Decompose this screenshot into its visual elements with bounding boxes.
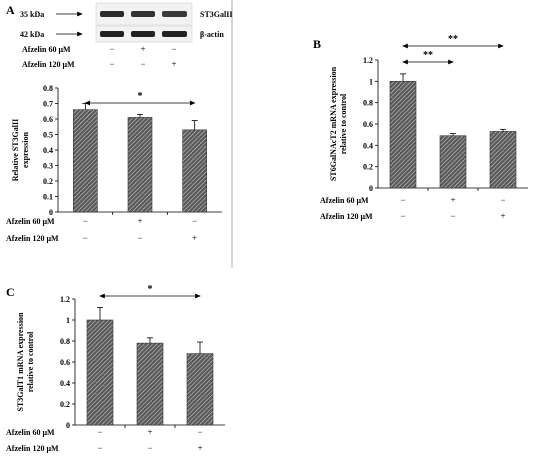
y-tick-label: 0.6: [43, 115, 53, 124]
y-tick-label: 1: [66, 316, 70, 325]
significance-label: **: [423, 50, 433, 61]
blot-treatment-120-label: Afzelin 120 μM: [22, 60, 75, 69]
treatment-label: Afzelin 60 μM: [6, 217, 55, 226]
treatment-label: Afzelin 120 μM: [6, 444, 59, 453]
bar: [73, 109, 98, 213]
treatment-label: Afzelin 120 μM: [6, 234, 59, 243]
chart-b: 0 0.2 0.4 0.6 0.8 1 1.2 ST6GalNAcT2 mRNA expres…: [320, 34, 528, 221]
treatment-sign: −: [83, 216, 88, 226]
y-tick-label: 0.8: [43, 84, 53, 93]
bar: [136, 342, 164, 426]
y-axis-label: Relative ST3GalIIexpression: [11, 119, 30, 181]
bar: [86, 319, 114, 426]
blot-sign: +: [171, 59, 176, 69]
y-tick-label: 0.8: [60, 337, 70, 346]
y-tick-label: 1.2: [363, 56, 373, 65]
chart-a: 0 0.1 0.2 0.3 0.4 0.5 0.6 0.7 0.8 Relative ST3Gal…: [6, 84, 222, 243]
treatment-sign: +: [192, 233, 197, 243]
blot-sign: −: [109, 59, 114, 69]
y-tick-label: 0: [49, 208, 53, 217]
treatment-sign: +: [500, 211, 505, 221]
blot-sign: −: [109, 44, 114, 54]
treatment-sign: +: [137, 216, 142, 226]
bar: [182, 129, 207, 213]
bar: [186, 353, 214, 426]
y-tick-label: 0.3: [43, 162, 53, 171]
blot-sign: −: [140, 59, 145, 69]
treatment-sign: +: [147, 427, 152, 437]
treatment-label: Afzelin 60 μM: [6, 428, 55, 437]
treatment-sign: −: [137, 233, 142, 243]
blot-sign: −: [171, 44, 176, 54]
significance-label: *: [148, 284, 153, 295]
y-tick-label: 1.2: [60, 295, 70, 304]
y-tick-label: 0.6: [363, 120, 373, 129]
band-actin-60: [131, 31, 155, 37]
blot-treatment-60-label: Afzelin 60 μM: [22, 45, 71, 54]
band-st3gal-120: [162, 11, 187, 17]
treatment-sign: −: [400, 195, 405, 205]
treatment-sign: −: [97, 443, 102, 453]
blot-kda-st3gal: 35 kDa: [20, 10, 44, 19]
y-tick-label: 0.2: [43, 177, 53, 186]
y-tick-label: 0.6: [60, 358, 70, 367]
treatment-sign: +: [197, 443, 202, 453]
blot-kda-actin: 42 kDa: [20, 30, 44, 39]
bar: [389, 81, 417, 189]
band-actin-control: [100, 31, 124, 37]
chart-c: 0 0.2 0.4 0.6 0.8 1 1.2 ST3GalT1 mRNA expressio…: [6, 284, 225, 453]
treatment-sign: −: [192, 216, 197, 226]
blot-sign: +: [140, 44, 145, 54]
y-tick-label: 0.5: [43, 131, 53, 140]
panel-b-label: B: [313, 37, 321, 51]
western-blot: 35 kDa ST3GalII 42 kDa β-actin Afzelin 6…: [20, 2, 232, 69]
bar: [127, 117, 153, 213]
y-tick-label: 0.4: [60, 379, 70, 388]
y-tick-label: 0: [66, 421, 70, 430]
treatment-sign: −: [450, 211, 455, 221]
y-tick-label: 0: [369, 184, 373, 193]
y-tick-label: 0.1: [43, 193, 53, 202]
band-actin-120: [162, 31, 187, 37]
bar: [439, 135, 467, 189]
y-tick-label: 0.8: [363, 99, 373, 108]
y-axis-label: ST3GalT1 mRNA expressionrelative to cont…: [16, 312, 35, 412]
treatment-label: Afzelin 60 μM: [320, 196, 369, 205]
blot-protein-st3gal: ST3GalII: [200, 10, 232, 19]
treatment-sign: −: [83, 233, 88, 243]
bar: [489, 131, 517, 189]
y-tick-label: 1: [369, 77, 373, 86]
band-st3gal-control: [100, 11, 124, 17]
treatment-sign: +: [450, 195, 455, 205]
y-tick-label: 0.2: [363, 163, 373, 172]
treatment-sign: −: [400, 211, 405, 221]
blot-protein-actin: β-actin: [200, 30, 224, 39]
panel-c-label: C: [6, 285, 15, 299]
treatment-label: Afzelin 120 μM: [320, 212, 373, 221]
treatment-sign: −: [97, 427, 102, 437]
y-tick-label: 0.2: [60, 400, 70, 409]
y-axis-label: ST6GalNAcT2 mRNA expressionrelative to c…: [329, 66, 348, 181]
treatment-sign: −: [500, 195, 505, 205]
y-tick-label: 0.4: [43, 146, 53, 155]
y-tick-label: 0.7: [43, 100, 53, 109]
significance-label: *: [138, 91, 143, 102]
panel-a-label: A: [6, 3, 15, 17]
treatment-sign: −: [197, 427, 202, 437]
band-st3gal-60: [131, 11, 155, 17]
significance-label: **: [448, 34, 458, 45]
y-tick-label: 0.4: [363, 141, 373, 150]
treatment-sign: −: [147, 443, 152, 453]
